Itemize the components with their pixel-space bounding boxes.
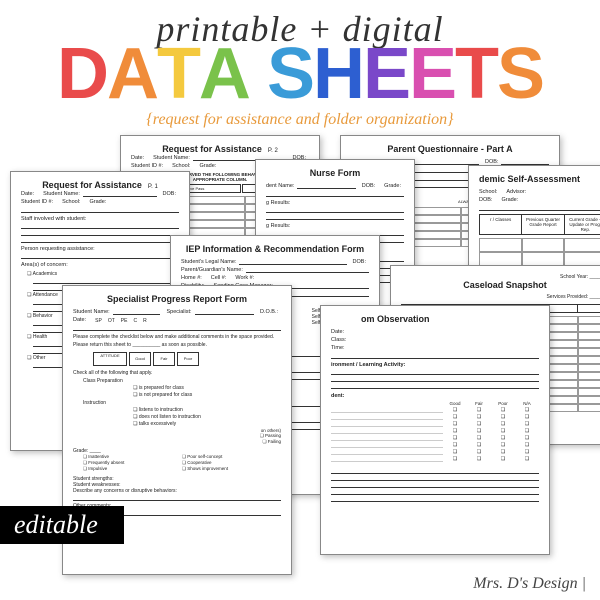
title-main: DATA SHEETS (0, 42, 600, 107)
header: printable + digital DATA SHEETS {request… (0, 0, 600, 129)
editable-badge: editable (0, 506, 124, 544)
sheet-observation: om Observation Date: Class: Time: ironme… (320, 305, 550, 555)
credit: Mrs. D's Design | (467, 574, 592, 594)
sheets-canvas: Parent Questionnaire - Part A Student Na… (0, 135, 600, 565)
